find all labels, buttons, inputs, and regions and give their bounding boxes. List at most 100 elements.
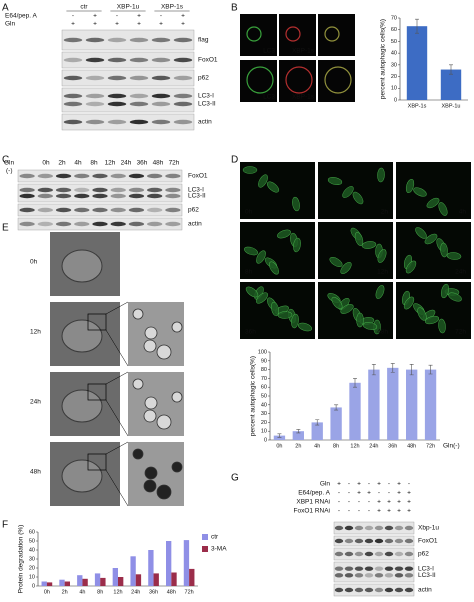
- blot-band: [147, 193, 163, 199]
- blot-band: [63, 37, 83, 43]
- blot-strip: [333, 561, 415, 583]
- error-bar: [315, 419, 320, 426]
- blot-band: [55, 207, 72, 213]
- band-label: LC3-II: [198, 101, 216, 108]
- blot-band: [334, 538, 344, 544]
- y-tick-label: 60: [261, 385, 267, 391]
- blot-band: [384, 573, 394, 578]
- blot-band: [151, 57, 171, 63]
- cell: [424, 315, 440, 325]
- blot-band: [334, 551, 344, 557]
- x-tick-label: 24h: [131, 589, 140, 595]
- band-label: Xbp-1u: [418, 525, 439, 532]
- blot-band: [74, 207, 90, 213]
- lane-label: 48h: [153, 160, 164, 167]
- blot-band: [394, 525, 404, 531]
- image-label: 24h: [455, 269, 466, 276]
- x-tick-label: XBP-1u: [442, 103, 461, 109]
- sign: -: [388, 481, 390, 488]
- group-label: XBP-1u: [117, 4, 140, 11]
- cell: [361, 241, 377, 249]
- sign: -: [358, 499, 360, 506]
- x-tick-label: 72h: [426, 443, 435, 449]
- blot-band: [374, 551, 384, 557]
- vacuole: [132, 448, 144, 460]
- cell: [324, 66, 352, 94]
- cell: [277, 229, 291, 239]
- error-bar: [409, 364, 414, 376]
- x-tick-label: XBP-1s: [408, 103, 427, 109]
- bar: [153, 573, 159, 586]
- row-label: FoxO1 RNAi: [294, 508, 330, 515]
- y-tick-label: 50: [391, 39, 397, 45]
- blot-band: [354, 573, 364, 578]
- cell: [403, 296, 415, 310]
- time-label: 12h: [30, 329, 41, 336]
- cell: [285, 66, 313, 94]
- sign: +: [357, 490, 361, 497]
- blot-band: [173, 119, 193, 125]
- panel-label: A: [2, 3, 9, 14]
- panel-label: D: [231, 155, 238, 166]
- blot-band: [165, 187, 181, 193]
- sign: +: [397, 490, 401, 497]
- time-label: 24h: [30, 399, 41, 406]
- sign: -: [348, 499, 350, 506]
- blot-band: [110, 187, 126, 193]
- blot-band: [364, 538, 374, 544]
- blot-band: [364, 525, 374, 531]
- blot-band: [74, 187, 90, 193]
- blot-band: [19, 187, 35, 193]
- bar: [118, 577, 124, 586]
- image-label: 36h: [245, 329, 256, 336]
- bar: [135, 574, 142, 586]
- cell: [293, 237, 301, 253]
- row-label: E64/pep. A: [5, 13, 37, 20]
- blot-band: [63, 57, 83, 63]
- inset-link: [105, 301, 129, 315]
- blot-band: [92, 173, 108, 179]
- vacuole: [156, 414, 172, 430]
- cell: [377, 167, 385, 183]
- vacuole: [143, 409, 157, 423]
- bar: [100, 577, 106, 586]
- blot-band: [334, 587, 344, 593]
- blot-band: [374, 525, 384, 531]
- y-tick-label: 40: [261, 402, 267, 408]
- bar: [148, 550, 154, 586]
- cell: [448, 292, 462, 302]
- sign: +: [377, 481, 381, 488]
- micrograph: [318, 60, 355, 102]
- nucleus: [61, 459, 103, 493]
- blot-band: [37, 207, 53, 213]
- bar: [59, 579, 65, 586]
- blot-band: [354, 587, 364, 593]
- image-label: LC3: [263, 48, 275, 55]
- blot-band: [128, 193, 145, 199]
- blot-band: [85, 37, 105, 43]
- cell: [271, 301, 279, 317]
- blot-strip: [61, 29, 195, 51]
- band-label: actin: [418, 587, 432, 594]
- image-label: 2h: [381, 209, 389, 216]
- error-bar: [296, 429, 301, 434]
- x-tick-label: 12h: [113, 589, 122, 595]
- nucleus: [61, 389, 103, 423]
- y-tick-label: 30: [29, 556, 35, 562]
- y-tick-label: 0: [264, 437, 267, 443]
- blot-band: [55, 187, 72, 193]
- blot-band: [107, 119, 127, 125]
- sign: -: [338, 490, 340, 497]
- sign: +: [181, 13, 185, 20]
- blot-band: [394, 573, 404, 578]
- cell: [246, 66, 274, 94]
- inset-link: [105, 441, 129, 455]
- bar: [424, 369, 437, 440]
- bar: [82, 578, 88, 586]
- blot-strip: [333, 521, 415, 535]
- image-label: 8h: [245, 269, 253, 276]
- y-axis-label: percent autophagic cells(%): [250, 356, 257, 436]
- blot-band: [165, 221, 181, 227]
- cell: [417, 307, 427, 321]
- error-bar: [353, 378, 357, 388]
